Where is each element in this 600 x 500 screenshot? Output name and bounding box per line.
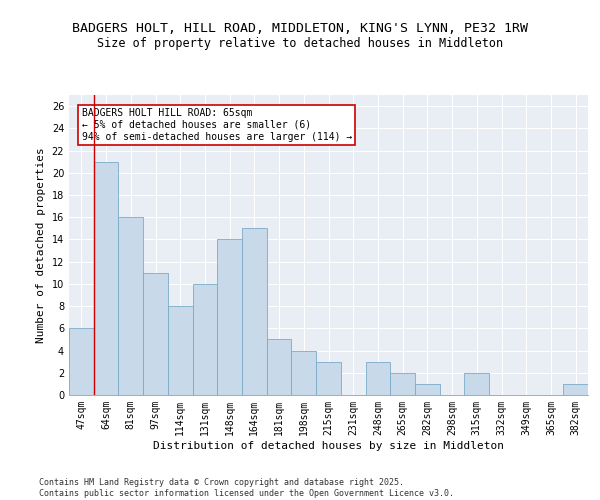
X-axis label: Distribution of detached houses by size in Middleton: Distribution of detached houses by size … — [153, 440, 504, 450]
Bar — [292, 350, 316, 395]
Bar — [118, 217, 143, 395]
Bar — [267, 340, 292, 395]
Text: Size of property relative to detached houses in Middleton: Size of property relative to detached ho… — [97, 38, 503, 51]
Bar — [464, 373, 489, 395]
Bar — [563, 384, 588, 395]
Text: BADGERS HOLT HILL ROAD: 65sqm
← 5% of detached houses are smaller (6)
94% of sem: BADGERS HOLT HILL ROAD: 65sqm ← 5% of de… — [82, 108, 352, 142]
Bar — [168, 306, 193, 395]
Bar — [143, 273, 168, 395]
Text: Contains HM Land Registry data © Crown copyright and database right 2025.
Contai: Contains HM Land Registry data © Crown c… — [39, 478, 454, 498]
Bar — [415, 384, 440, 395]
Bar — [217, 240, 242, 395]
Y-axis label: Number of detached properties: Number of detached properties — [36, 147, 46, 343]
Bar — [365, 362, 390, 395]
Bar — [242, 228, 267, 395]
Bar — [390, 373, 415, 395]
Bar — [94, 162, 118, 395]
Bar — [193, 284, 217, 395]
Bar — [69, 328, 94, 395]
Bar — [316, 362, 341, 395]
Text: BADGERS HOLT, HILL ROAD, MIDDLETON, KING'S LYNN, PE32 1RW: BADGERS HOLT, HILL ROAD, MIDDLETON, KING… — [72, 22, 528, 36]
